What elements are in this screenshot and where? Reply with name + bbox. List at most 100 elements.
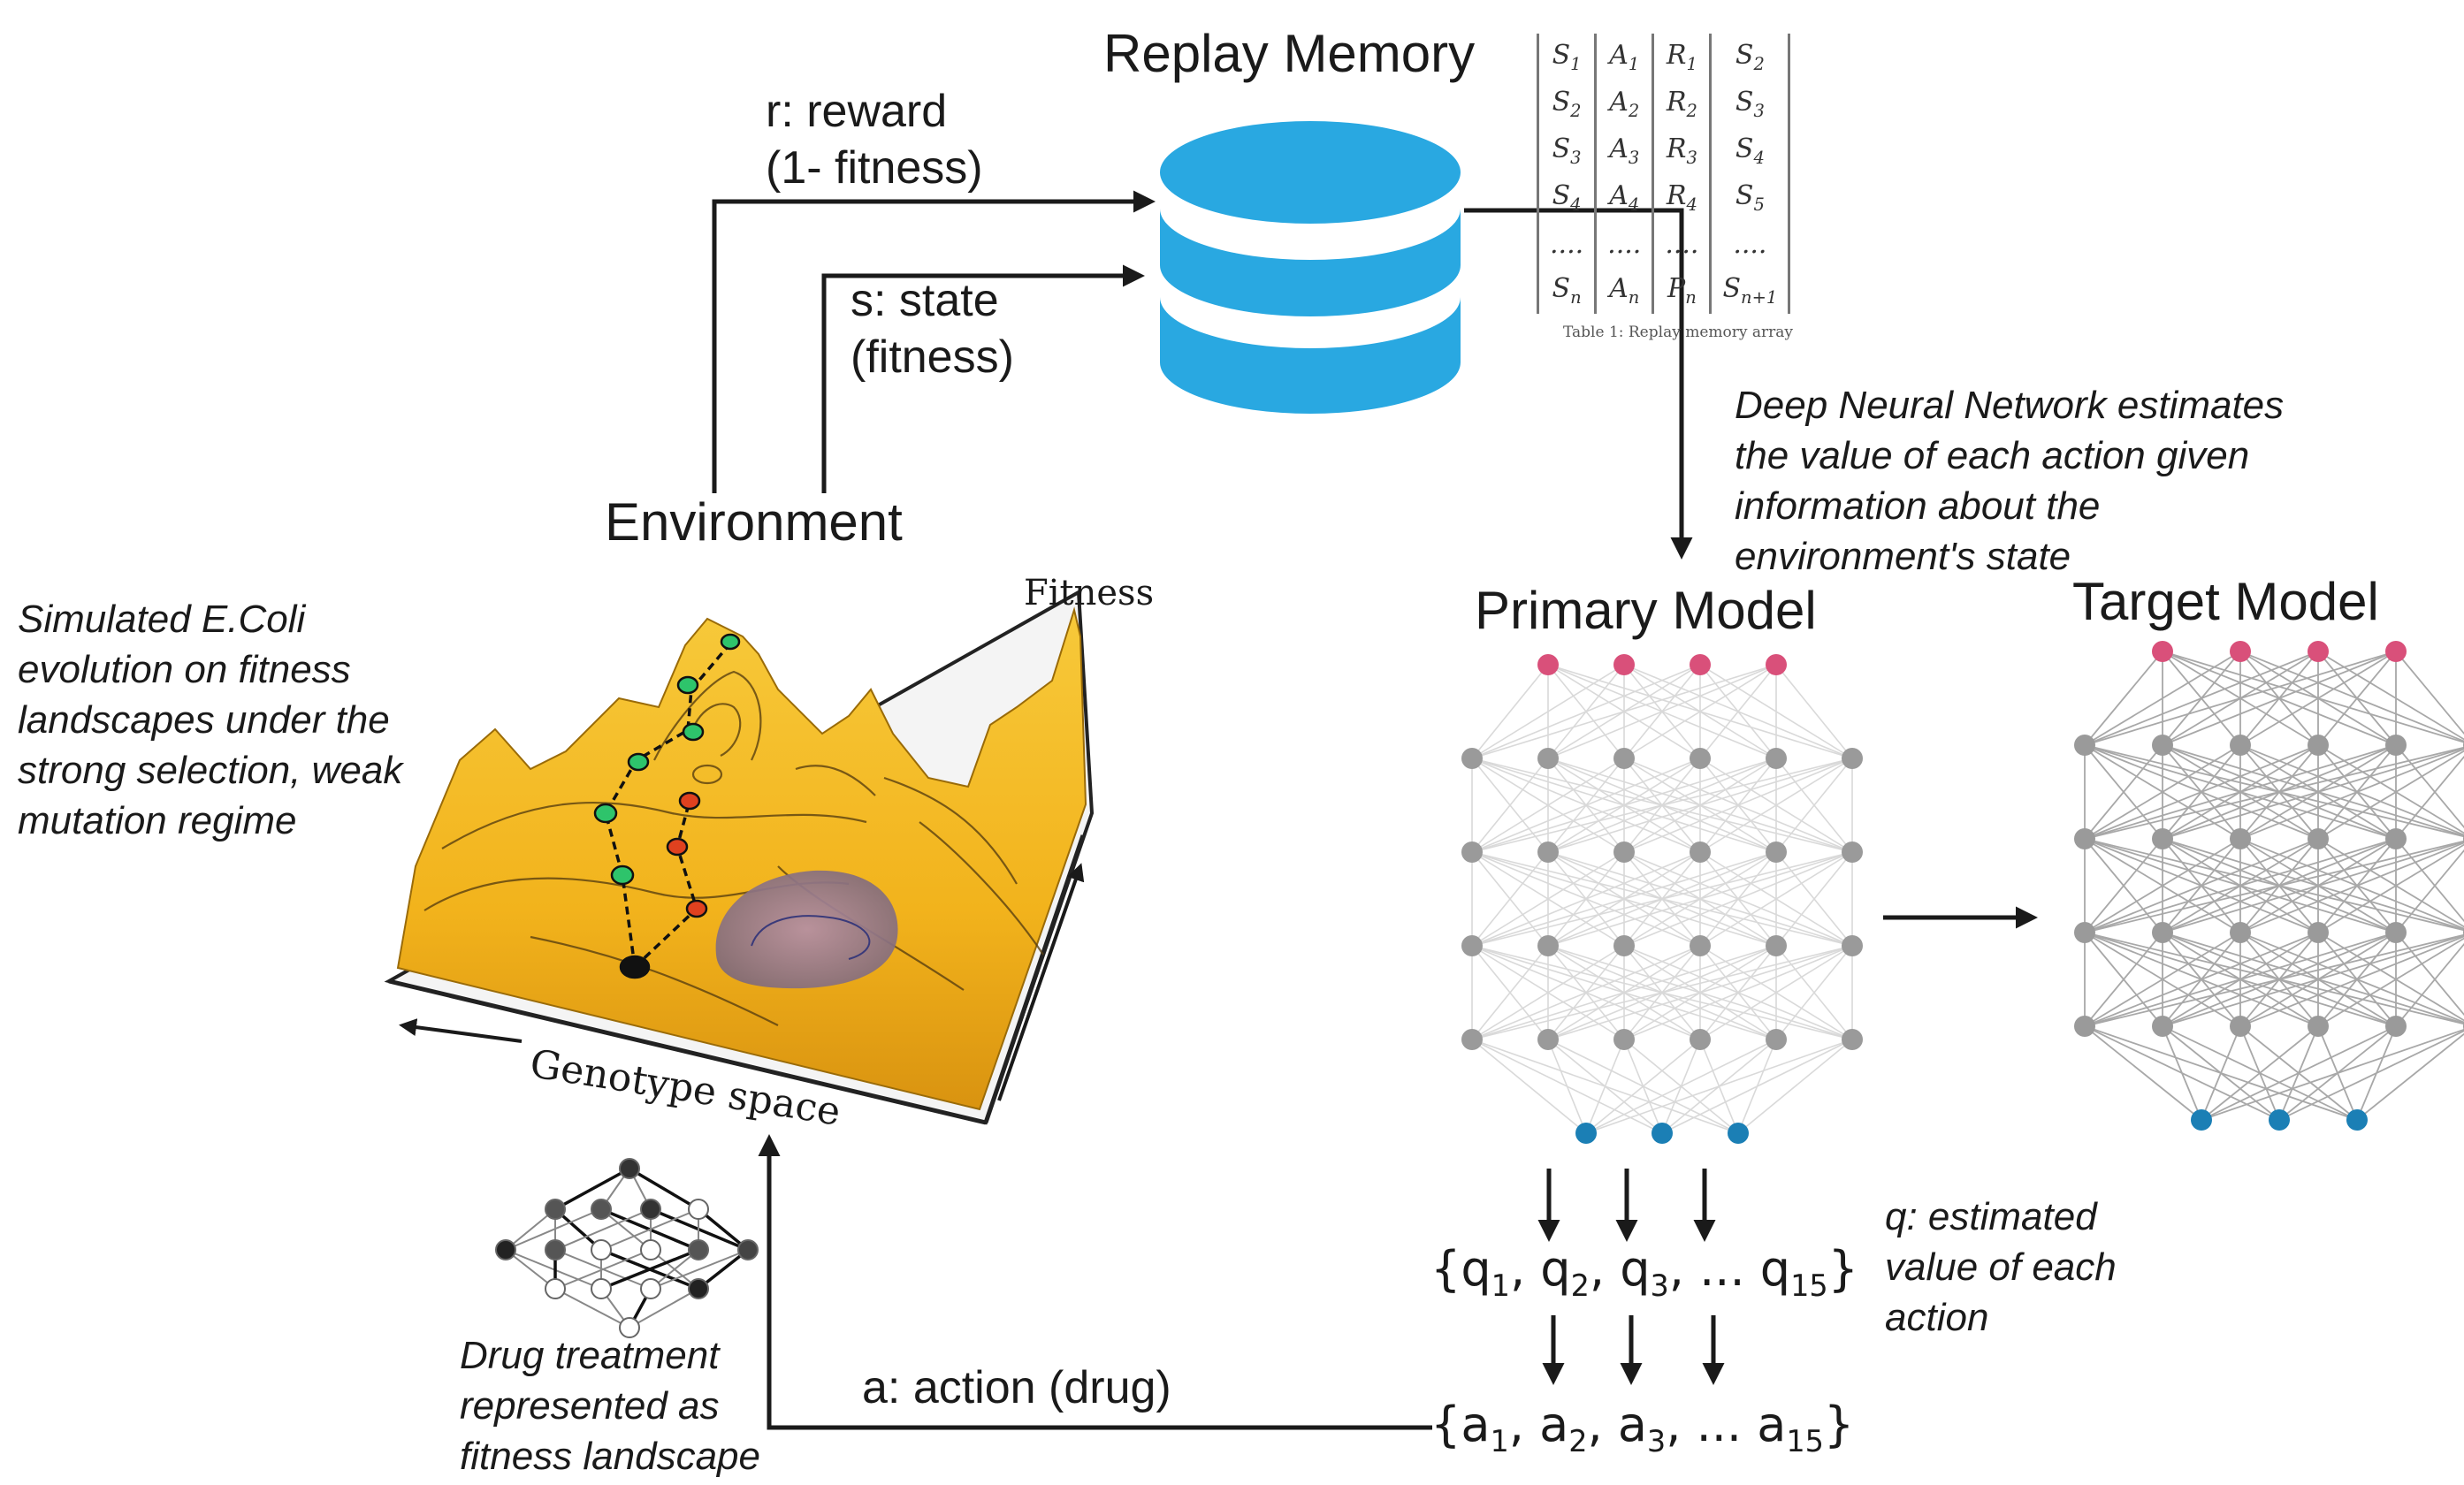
q-brace-close: } bbox=[1827, 1241, 1859, 1297]
dnn-description: Deep Neural Network estimates the value … bbox=[1735, 384, 2285, 578]
target-edge bbox=[2239, 651, 2397, 746]
target-edge bbox=[2084, 651, 2241, 746]
target-edge bbox=[2162, 747, 2464, 840]
state-arrow bbox=[821, 264, 1145, 493]
target-hidden-node bbox=[2385, 735, 2407, 756]
target-edge bbox=[2084, 651, 2397, 746]
primary-input-node bbox=[1537, 654, 1559, 675]
primary-edge bbox=[1547, 945, 1853, 1040]
target-hidden-node bbox=[2385, 828, 2407, 849]
primary-output-node bbox=[1728, 1123, 1749, 1144]
target-edge bbox=[2084, 932, 2397, 1027]
replay-table-cell: S5 bbox=[1709, 174, 1791, 221]
target-hidden-node bbox=[2074, 828, 2095, 849]
primary-hidden-node bbox=[1461, 935, 1483, 956]
primary-edge bbox=[1699, 664, 1777, 759]
lattice-node bbox=[591, 1278, 612, 1299]
database-icon bbox=[1160, 121, 1461, 414]
replay-table-row: Sn An Pn Sn+1 bbox=[1536, 267, 1791, 314]
lattice-node bbox=[640, 1199, 661, 1220]
primary-hidden-node bbox=[1613, 748, 1635, 769]
action-label: a: action (drug) bbox=[862, 1362, 1171, 1413]
state-label-1: s: state bbox=[851, 275, 999, 326]
primary-hidden-node bbox=[1461, 842, 1483, 863]
primary-edge bbox=[1699, 851, 1853, 947]
primary-hidden-node bbox=[1690, 1029, 1711, 1050]
target-edge bbox=[2239, 748, 2464, 840]
primary-edge bbox=[1737, 1039, 1853, 1134]
primary-edge bbox=[1775, 758, 1853, 853]
target-hidden-node bbox=[2230, 1016, 2251, 1037]
target-edge bbox=[2084, 1025, 2202, 1121]
lattice-edge bbox=[554, 1249, 652, 1290]
q-separator: , bbox=[1589, 1241, 1621, 1297]
a-brace-open: { bbox=[1430, 1397, 1461, 1452]
target-edge bbox=[2201, 1028, 2464, 1121]
lattice-edge bbox=[600, 1248, 699, 1291]
q-ellipsis: ... bbox=[1699, 1241, 1760, 1297]
primary-edge bbox=[1623, 945, 1853, 1040]
target-hidden-node bbox=[2308, 922, 2329, 943]
target-edge bbox=[2395, 942, 2464, 1027]
lattice-node bbox=[688, 1199, 709, 1220]
q-item: q15 bbox=[1759, 1241, 1828, 1303]
lattice-edge bbox=[554, 1288, 630, 1329]
target-edge bbox=[2084, 838, 2163, 933]
lattice-edge bbox=[697, 1207, 750, 1252]
target-edge bbox=[2317, 651, 2397, 746]
target-output-node bbox=[2346, 1109, 2368, 1131]
primary-hidden-node bbox=[1613, 1029, 1635, 1050]
replay-table-cell: R2 bbox=[1652, 80, 1711, 127]
replay-table-cell: A4 bbox=[1594, 174, 1653, 221]
target-model-title: Target Model bbox=[2072, 572, 2379, 631]
target-edge bbox=[2162, 1025, 2202, 1121]
target-edge bbox=[2084, 744, 2241, 840]
target-hidden-node bbox=[2385, 922, 2407, 943]
lattice-edge bbox=[650, 1249, 749, 1290]
primary-input-node bbox=[1690, 654, 1711, 675]
lattice-edge bbox=[505, 1208, 556, 1251]
primary-edge bbox=[1471, 851, 1777, 947]
q-value-set: {q1, q2, q3, ... q15} bbox=[1430, 1241, 1858, 1303]
replay-table-cell: .... bbox=[1709, 221, 1791, 267]
primary-edge bbox=[1585, 1039, 1853, 1134]
target-edge bbox=[2084, 746, 2464, 840]
primary-edge bbox=[1471, 945, 1853, 1040]
target-edge bbox=[2084, 651, 2319, 746]
primary-input-node bbox=[1613, 654, 1635, 675]
target-edge bbox=[2395, 755, 2464, 840]
target-edge bbox=[2084, 838, 2397, 933]
lattice-edge bbox=[629, 1167, 699, 1211]
primary-hidden-node bbox=[1537, 748, 1559, 769]
target-hidden-node bbox=[2152, 828, 2173, 849]
replay-table-cell: A2 bbox=[1594, 80, 1653, 127]
primary-edge bbox=[1471, 758, 1549, 853]
target-hidden-node bbox=[2308, 828, 2329, 849]
fitness-landscape bbox=[384, 589, 1095, 1125]
primary-hidden-node bbox=[1842, 935, 1863, 956]
replay-table-cell: A1 bbox=[1594, 34, 1653, 80]
target-edge bbox=[2395, 744, 2464, 829]
primary-edge bbox=[1471, 851, 1625, 947]
primary-edge bbox=[1547, 664, 1777, 759]
primary-hidden-node bbox=[1842, 748, 1863, 769]
replay-table-row: ................ bbox=[1536, 221, 1791, 267]
target-hidden-node bbox=[2152, 735, 2173, 756]
ecoli-description: Simulated E.Coli evolution on fitness la… bbox=[18, 598, 403, 842]
lattice-node bbox=[688, 1278, 709, 1299]
primary-edge bbox=[1471, 664, 1777, 759]
target-edge bbox=[2084, 932, 2163, 1027]
target-edge bbox=[2395, 838, 2464, 923]
target-edge bbox=[2239, 651, 2464, 742]
target-hidden-node bbox=[2074, 922, 2095, 943]
target-edge bbox=[2395, 849, 2464, 933]
primary-model-title: Primary Model bbox=[1475, 581, 1817, 640]
target-network bbox=[2074, 641, 2464, 1131]
target-edge bbox=[2317, 651, 2464, 741]
target-edge bbox=[2239, 935, 2464, 1027]
primary-input-node bbox=[1766, 654, 1787, 675]
primary-edge bbox=[1547, 758, 1853, 853]
replay-table-cell: S3 bbox=[1536, 127, 1596, 174]
primary-edge bbox=[1699, 945, 1853, 1040]
lattice-node bbox=[737, 1239, 759, 1260]
